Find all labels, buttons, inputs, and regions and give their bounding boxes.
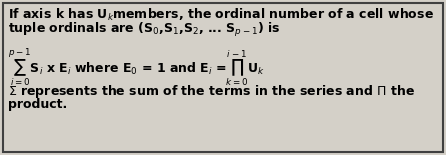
Text: If axis k has U$_k$members, the ordinal number of a cell whose: If axis k has U$_k$members, the ordinal … (8, 7, 434, 23)
FancyBboxPatch shape (3, 3, 443, 152)
Text: $\Sigma$ represents the sum of the terms in the series and $\Pi$ the: $\Sigma$ represents the sum of the terms… (8, 83, 415, 100)
Text: tuple ordinals are (S$_0$,S$_1$,S$_2$, ... S$_{p-1}$) is: tuple ordinals are (S$_0$,S$_1$,S$_2$, .… (8, 21, 280, 39)
Text: product.: product. (8, 98, 67, 111)
Text: $\sum_{i=0}^{p-1}$S$_i$ x E$_i$ where E$_0$ = 1 and E$_i$ =$\prod_{k=0}^{i-1}$U$: $\sum_{i=0}^{p-1}$S$_i$ x E$_i$ where E$… (8, 47, 265, 89)
